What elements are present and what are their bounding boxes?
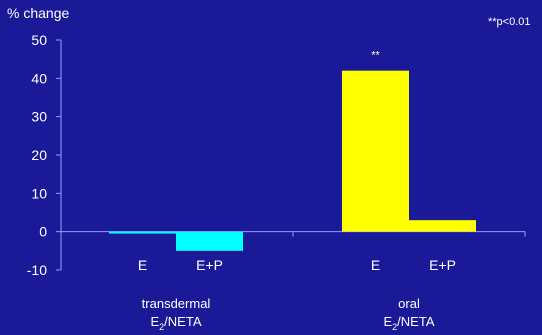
group-label-line1: transdermal [142,296,211,311]
x-category-label: E [371,257,380,273]
y-tick-label: 30 [31,109,47,125]
bar-oral-E+P [409,220,476,232]
group-label-line2: E2/NETA [150,314,201,332]
y-tick-label: 20 [31,147,47,163]
y-tick-label: 0 [39,224,47,240]
y-tick-label: 10 [31,185,47,201]
bar-transdermal-E [109,231,176,234]
y-tick-label: 40 [31,70,47,86]
x-category-label: E [138,257,147,273]
significance-note: **p<0.01 [488,16,531,28]
group-label-line1: oral [398,296,420,311]
x-category-label: E+P [429,257,456,273]
y-axis-label: % change [7,5,69,21]
bar-transdermal-E+P [176,231,243,251]
bar-annotation: ** [371,50,380,62]
y-tick-label: 50 [31,32,47,48]
group-label-line2: E2/NETA [383,314,434,332]
y-tick-label: -10 [27,262,47,278]
bar-oral-E [342,70,409,232]
x-category-label: E+P [196,257,223,273]
